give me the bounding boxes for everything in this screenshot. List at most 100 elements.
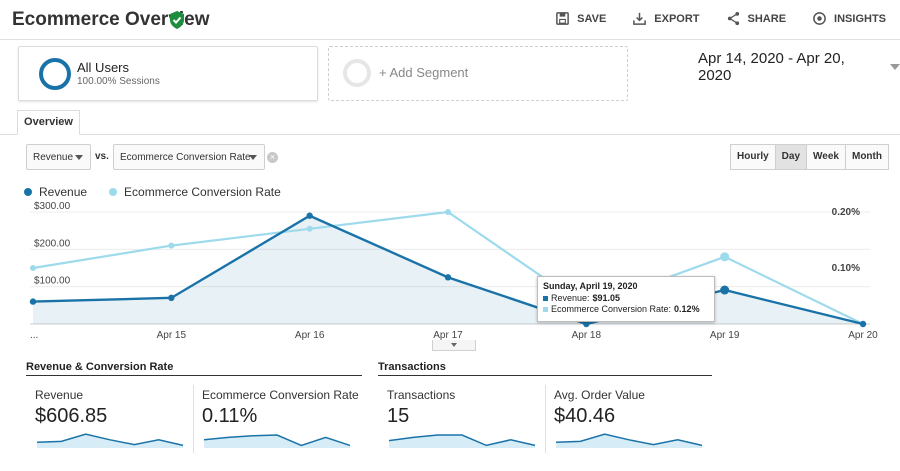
card-label: Revenue xyxy=(35,388,84,402)
legend-dot xyxy=(24,188,32,196)
sparkline-area xyxy=(389,435,535,448)
tab-divider xyxy=(0,134,900,135)
section-rule xyxy=(378,375,712,376)
revenue-point xyxy=(720,285,730,295)
chevron-down-icon xyxy=(451,343,457,347)
tooltip-swatch xyxy=(543,306,548,312)
metric-card-transactions[interactable]: Transactions 15 xyxy=(387,385,537,453)
sparkline-area xyxy=(556,434,702,448)
week-button[interactable]: Week xyxy=(806,144,846,170)
y-tick-label: $100.00 xyxy=(34,276,71,287)
segment-all-users[interactable]: All Users 100.00% Sessions xyxy=(18,46,318,101)
compare-metric-label: Ecommerce Conversion Rate xyxy=(120,151,251,163)
insights-icon xyxy=(813,12,826,25)
section-title-revenue: Revenue & Conversion Rate xyxy=(26,361,174,373)
conversion-rate-point xyxy=(306,225,313,232)
share-icon xyxy=(727,11,739,26)
metric-card-revenue[interactable]: Revenue $606.85 xyxy=(35,385,185,453)
top-bar: Ecommerce Overview SAVE EXPORT xyxy=(0,0,900,40)
hourly-button[interactable]: Hourly xyxy=(730,144,776,170)
conversion-rate-point xyxy=(30,265,36,271)
export-icon xyxy=(633,12,647,25)
x-tick-label: ... xyxy=(30,330,38,340)
card-divider xyxy=(545,385,546,453)
export-label: EXPORT xyxy=(654,12,700,25)
month-button[interactable]: Month xyxy=(844,144,889,170)
card-value: 0.11% xyxy=(202,405,258,427)
chevron-down-icon xyxy=(249,155,257,160)
page-title: Ecommerce Overview xyxy=(12,9,210,30)
sparkline-line xyxy=(388,434,536,447)
section-rule xyxy=(26,375,362,376)
y-tick-label: $300.00 xyxy=(34,201,71,212)
revenue-point xyxy=(859,320,867,328)
legend-item-conversion-rate[interactable]: Ecommerce Conversion Rate xyxy=(109,185,281,199)
legend-label: Ecommerce Conversion Rate xyxy=(124,185,281,199)
primary-metric-dropdown[interactable]: Revenue xyxy=(26,144,91,170)
tooltip-value: $91.05 xyxy=(592,293,621,303)
share-button[interactable]: SHARE xyxy=(726,11,787,26)
date-range-label: Apr 14, 2020 - Apr 20, 2020 xyxy=(698,50,845,84)
conversion-rate-point xyxy=(720,252,730,262)
save-icon xyxy=(556,12,570,25)
line-chart[interactable]: $100.00 $200.00 $300.00 0.10% 0.20%... Apr 15… xyxy=(0,200,900,340)
close-circle-icon[interactable]: × xyxy=(267,152,278,163)
chevron-down-icon xyxy=(75,155,83,160)
revenue-point xyxy=(444,274,452,281)
sparkline xyxy=(203,434,351,448)
compare-metric-dropdown[interactable]: Ecommerce Conversion Rate xyxy=(113,144,265,170)
date-range-picker[interactable]: Apr 14, 2020 - Apr 20, 2020 xyxy=(698,50,900,84)
export-button[interactable]: EXPORT xyxy=(632,11,700,26)
x-tick-label: Apr 19 xyxy=(710,330,740,340)
tab-overview[interactable]: Overview xyxy=(17,110,80,135)
conversion-rate-point xyxy=(445,209,451,215)
x-tick-label: Apr 18 xyxy=(572,330,602,340)
segment-color-ring xyxy=(39,58,71,90)
share-label: SHARE xyxy=(747,12,787,25)
revenue-point xyxy=(168,294,175,302)
revenue-area xyxy=(33,215,863,324)
sparkline-area xyxy=(204,435,350,448)
legend-label: Revenue xyxy=(39,185,88,199)
insights-button[interactable]: INSIGHTS xyxy=(812,11,886,26)
tooltip-title: Sunday, April 19, 2020 xyxy=(543,281,638,291)
save-button[interactable]: SAVE xyxy=(555,11,606,26)
metric-card-conversion-rate[interactable]: Ecommerce Conversion Rate 0.11% xyxy=(202,385,359,453)
report-actions: SAVE EXPORT SHARE INSIGHTS xyxy=(555,11,886,26)
card-value: 15 xyxy=(387,405,410,427)
sparkline-line xyxy=(203,434,351,447)
granularity-toggle: Hourly Day Week Month xyxy=(730,144,889,170)
add-segment-label: + Add Segment xyxy=(379,65,469,80)
collapse-chart-handle[interactable] xyxy=(432,340,476,351)
x-tick-label: Apr 20 xyxy=(848,330,878,340)
card-value: $40.46 xyxy=(554,405,616,427)
card-divider xyxy=(193,385,194,453)
x-tick-label: Apr 16 xyxy=(295,330,325,340)
revenue-point xyxy=(583,320,590,328)
insights-label: INSIGHTS xyxy=(834,12,886,25)
chart-tooltip: Sunday, April 19, 2020 Revenue: $91.05 E… xyxy=(537,276,715,322)
legend-item-revenue[interactable]: Revenue xyxy=(24,185,87,199)
sparkline-line xyxy=(36,433,184,447)
empty-segment-ring xyxy=(343,59,371,87)
tooltip-label: Ecommerce Conversion Rate: xyxy=(551,304,672,314)
conversion-rate-point xyxy=(168,242,175,249)
segment-name: All Users xyxy=(77,60,130,75)
x-tick-label: Apr 17 xyxy=(433,330,463,340)
sparkline-area xyxy=(37,434,183,448)
card-label: Ecommerce Conversion Rate xyxy=(202,388,359,402)
chevron-down-icon xyxy=(890,64,900,70)
primary-metric-label: Revenue xyxy=(33,151,74,163)
revenue-point xyxy=(29,298,37,305)
card-label: Avg. Order Value xyxy=(554,388,645,402)
metric-card-avg-order-value[interactable]: Avg. Order Value $40.46 xyxy=(554,385,706,453)
save-label: SAVE xyxy=(577,12,607,25)
tooltip-swatch xyxy=(543,295,548,301)
tooltip-label: Revenue: xyxy=(551,293,590,303)
add-segment-button[interactable]: + Add Segment xyxy=(328,46,628,101)
day-button[interactable]: Day xyxy=(774,144,808,170)
y2-tick-label: 0.20% xyxy=(832,207,860,218)
verified-shield-icon xyxy=(170,11,184,29)
sparkline xyxy=(555,433,703,448)
vs-label: vs. xyxy=(95,151,109,162)
